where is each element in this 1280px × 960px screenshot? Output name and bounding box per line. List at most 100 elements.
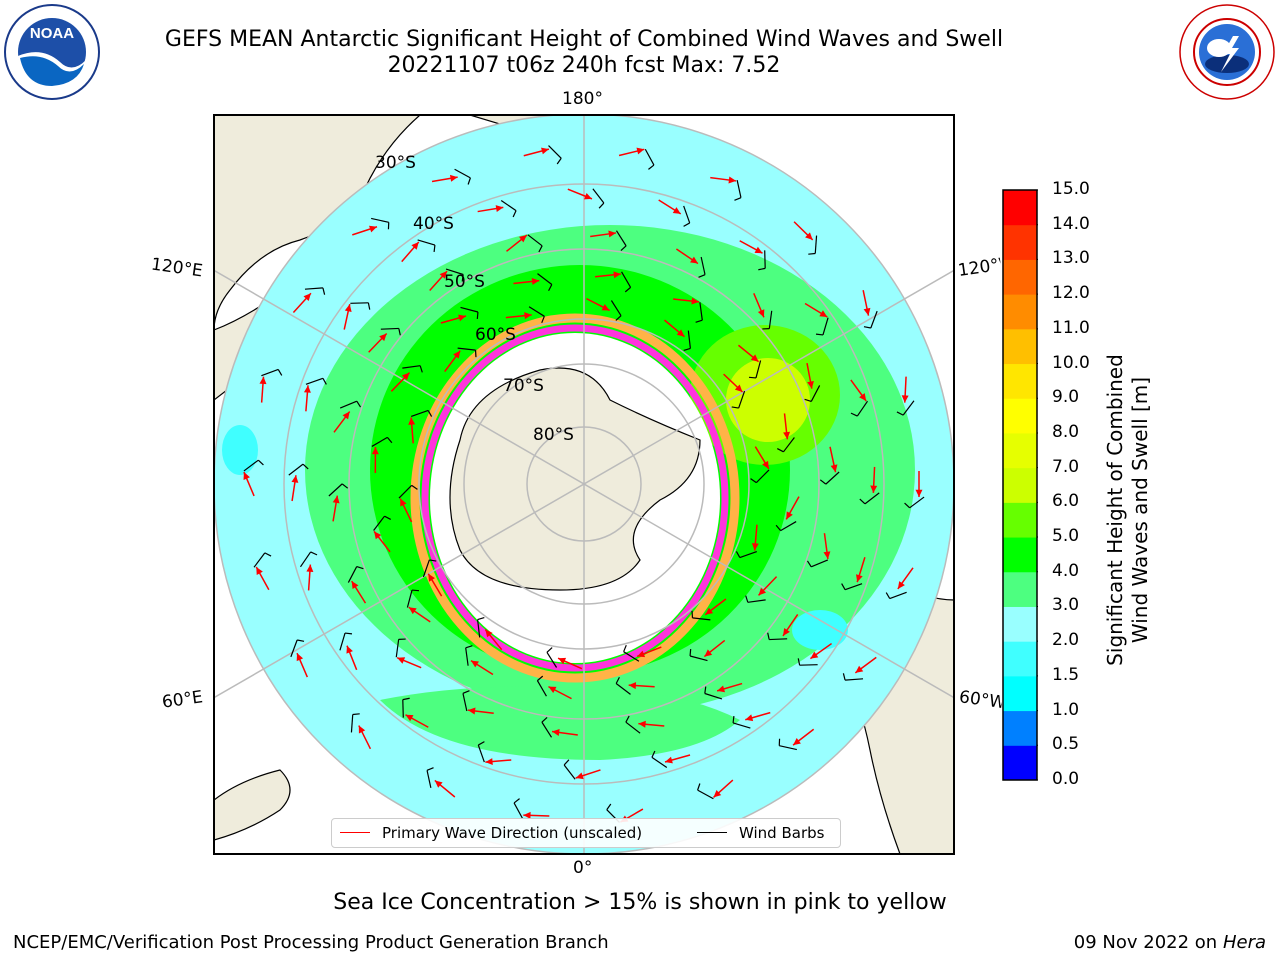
wave-arrow — [259, 376, 267, 403]
wind-barb — [304, 287, 326, 295]
map-legend: Primary Wave Direction (unscaled) Wind B… — [331, 818, 841, 848]
wave-arrow — [783, 413, 791, 440]
colorbar-bin — [1003, 467, 1037, 503]
wave-arrow — [296, 652, 309, 678]
wave-arrow — [408, 606, 431, 623]
wind-barb — [750, 469, 770, 484]
wave-arrow — [703, 639, 726, 658]
wind-barb — [841, 583, 863, 591]
wind-barb — [896, 400, 915, 416]
colorbar-tick-label: 5.0 — [1052, 526, 1080, 547]
wind-barb — [465, 645, 473, 666]
wind-barb — [758, 250, 766, 271]
wind-barb — [417, 239, 436, 253]
wave-arrow — [434, 779, 456, 798]
wind-barb — [842, 673, 864, 681]
wave-arrow — [408, 417, 416, 444]
wave-arrow — [506, 234, 528, 252]
wind-barb — [290, 639, 305, 658]
wind-barb — [299, 551, 318, 568]
wave-field-6m — [726, 358, 810, 442]
wind-barb — [806, 559, 829, 568]
wave-arrow — [804, 302, 828, 318]
colorbar-label-line2: Wind Waves and Swell [m] — [1128, 376, 1152, 644]
wind-barb — [477, 741, 485, 763]
wave-arrow — [346, 645, 358, 671]
wind-barb — [623, 644, 640, 662]
wave-arrow — [440, 314, 467, 324]
wave-arrow — [664, 754, 691, 764]
wave-arrow — [712, 779, 734, 798]
noaa-logo: NOAA — [4, 4, 100, 100]
wave-arrow — [373, 530, 391, 553]
colorbar-tick-label: 4.0 — [1052, 560, 1080, 581]
legend-wave-line — [340, 832, 370, 833]
wave-arrow — [590, 230, 617, 238]
wind-barb — [819, 471, 840, 485]
footer-right: 09 Nov 2022 on Hera — [1074, 932, 1266, 953]
wave-arrow — [675, 248, 699, 265]
wave-arrow — [658, 199, 682, 215]
wave-arrow — [710, 176, 737, 184]
wave-arrow — [523, 811, 550, 819]
wind-barb — [477, 616, 485, 638]
wind-barb — [328, 483, 349, 497]
wave-arrow — [485, 758, 512, 765]
colorbar-bin — [1003, 641, 1037, 677]
wind-barb — [850, 400, 869, 417]
colorbar-tick-label: 3.0 — [1052, 595, 1080, 616]
wave-arrow — [897, 567, 914, 590]
wind-barb — [563, 759, 576, 780]
wave-arrow — [806, 362, 814, 389]
wind-barb — [460, 306, 479, 320]
wave-arrow — [371, 446, 379, 473]
wave-arrow — [586, 297, 610, 312]
wave-arrow — [850, 379, 867, 402]
wave-arrow — [390, 372, 411, 392]
ice-edge-primary — [421, 324, 729, 672]
wind-barb — [371, 217, 390, 230]
wind-barb — [406, 589, 420, 608]
wave-arrow — [862, 290, 871, 316]
colorbar-tick-label: 0.0 — [1052, 769, 1080, 789]
wind-barb — [885, 591, 907, 600]
wind-barb — [697, 783, 714, 800]
wave-arrow — [333, 411, 351, 433]
ice-edge-secondary — [410, 313, 740, 683]
wind-barb — [732, 715, 751, 729]
wave-arrow — [444, 350, 461, 373]
wave-arrow — [664, 319, 685, 338]
wave-arrow — [429, 270, 448, 291]
wind-barb — [778, 738, 797, 751]
wind-barb — [815, 317, 829, 336]
wave-arrow — [523, 147, 550, 157]
colorbar-bin — [1003, 294, 1037, 330]
wave-arrow — [751, 524, 759, 551]
wind-barb — [683, 330, 691, 352]
wave-arrow — [785, 496, 800, 520]
colorbar-tick-label: 10.0 — [1052, 352, 1090, 373]
wind-barb — [776, 437, 795, 453]
wave-arrow — [343, 304, 352, 330]
wave-arrow — [754, 446, 770, 470]
wave-arrow — [306, 564, 314, 591]
lon-label-bottom: 0° — [573, 858, 593, 878]
wave-arrow — [467, 707, 494, 715]
wind-barb — [808, 235, 818, 255]
wind-barb — [797, 658, 818, 666]
wind-barb — [462, 690, 470, 712]
footer-machine: Hera — [1222, 932, 1266, 953]
colorbar-tick-label: 7.0 — [1052, 456, 1080, 477]
wind-barbs — [243, 145, 925, 823]
wave-arrow — [628, 682, 655, 690]
wind-barb — [445, 268, 464, 282]
wind-barb — [762, 310, 773, 330]
wave-arrow — [595, 271, 622, 279]
lat-label-30s: 30°S — [375, 153, 416, 173]
wind-barb — [615, 230, 627, 252]
footer-left: NCEP/EMC/Verification Post Processing Pr… — [13, 932, 609, 953]
colorbar-tick-label: 11.0 — [1052, 317, 1090, 338]
meridian-2 — [214, 269, 954, 699]
lat-label-50s: 50°S — [444, 272, 485, 292]
wave-arrow — [567, 188, 593, 200]
